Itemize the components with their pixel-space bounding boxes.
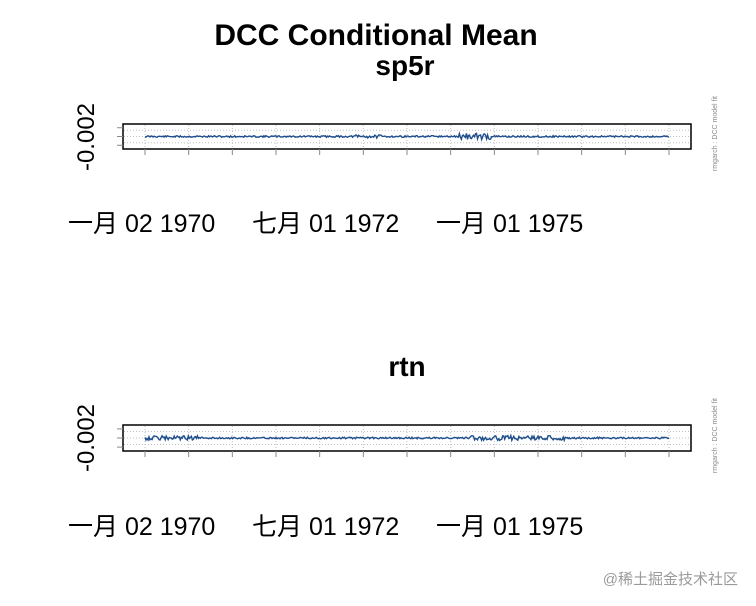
watermark: @稀土掘金技术社区 <box>603 571 738 588</box>
xtick-label-rtn-3: 一月 01 1975 <box>436 513 583 541</box>
side-note-sp5r: rmgarch : DCC model fit <box>712 96 719 171</box>
xtick-label-sp5r-2: 七月 01 1972 <box>252 210 399 238</box>
xtick-label-rtn-2: 七月 01 1972 <box>252 513 399 541</box>
panel-rtn: rtn -0.002 一月 02 1970 七月 01 1972 一月 01 1… <box>68 351 719 541</box>
panel-title-rtn: rtn <box>388 351 425 382</box>
panel-title-sp5r: sp5r <box>375 50 434 81</box>
series-line-sp5r <box>144 130 670 142</box>
panel-sp5r: sp5r -0.002 一月 02 1970 七月 01 1972 一月 01 … <box>68 50 719 238</box>
chart-title: DCC Conditional Mean <box>214 19 537 52</box>
series-line-rtn <box>144 433 670 443</box>
ytick-label-rtn: -0.002 <box>73 404 100 472</box>
ytick-label-sp5r: -0.002 <box>73 103 100 171</box>
side-note-rtn: rmgarch : DCC model fit <box>712 398 719 473</box>
xtick-label-rtn-1: 一月 02 1970 <box>68 513 215 541</box>
xtick-label-sp5r-1: 一月 02 1970 <box>68 210 215 238</box>
xtick-label-sp5r-3: 一月 01 1975 <box>436 210 583 238</box>
